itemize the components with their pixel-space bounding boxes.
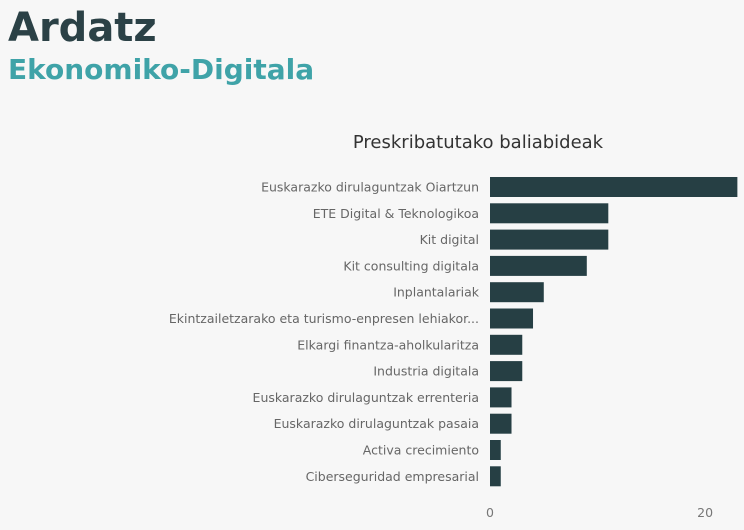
category-label: ETE Digital & Teknologikoa — [313, 206, 479, 221]
bar — [490, 334, 523, 355]
bar — [490, 255, 587, 276]
page-subtitle: Ekonomiko-Digitala — [8, 53, 315, 86]
x-axis-ticks-group: 0 20 — [486, 505, 713, 520]
bar — [490, 361, 523, 382]
category-labels-group: Euskarazko dirulaguntzak Oiartzun ETE Dig… — [169, 180, 480, 484]
bar — [490, 440, 501, 460]
bar — [490, 177, 738, 197]
bar — [490, 387, 512, 408]
chart-title: Preskribatutako baliabideak — [353, 132, 604, 153]
x-tick-label: 20 — [697, 505, 713, 520]
bar — [490, 229, 609, 250]
bars-group — [490, 177, 738, 487]
bar — [490, 466, 501, 487]
category-label: Ekintzailetzarako eta turismo-enpresen l… — [169, 311, 479, 326]
page-title: Ardatz — [8, 5, 157, 51]
category-label: Kit digital — [420, 232, 479, 247]
category-label: Industria digitala — [373, 364, 479, 379]
category-label: Activa crecimiento — [363, 443, 479, 458]
category-label: Kit consulting digitala — [343, 258, 479, 273]
bar — [490, 308, 534, 329]
category-label: Ciberseguridad empresarial — [306, 469, 479, 484]
category-label: Euskarazko dirulaguntzak errenteria — [253, 390, 479, 405]
bar — [490, 282, 544, 303]
category-label: Elkargi finantza-aholkularitza — [297, 337, 479, 352]
category-label: Euskarazko dirulaguntzak pasaia — [274, 416, 479, 431]
bar — [490, 413, 512, 434]
category-label: Euskarazko dirulaguntzak Oiartzun — [261, 180, 479, 195]
x-tick-label: 0 — [486, 505, 494, 520]
bar — [490, 203, 609, 224]
category-label: Inplantalariak — [393, 285, 480, 300]
